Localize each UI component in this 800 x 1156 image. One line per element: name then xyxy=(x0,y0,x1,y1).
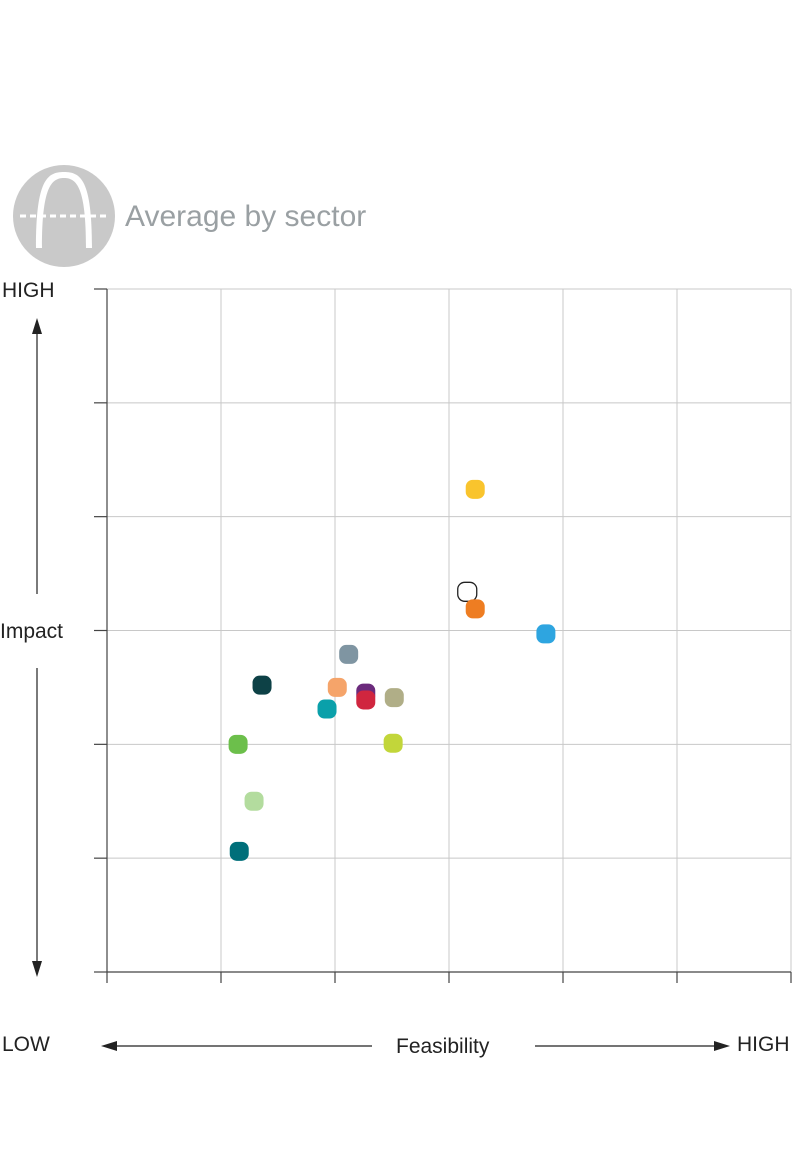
x-high-label: HIGH xyxy=(737,1033,790,1056)
data-point xyxy=(317,699,337,719)
chart-title: Average by sector xyxy=(125,200,366,233)
data-point xyxy=(244,791,264,811)
data-point xyxy=(229,841,249,861)
data-point xyxy=(383,733,403,753)
data-point xyxy=(339,644,359,664)
data-point xyxy=(356,690,376,710)
data-point xyxy=(465,599,485,619)
data-point xyxy=(465,479,485,499)
data-point xyxy=(457,581,478,602)
x-axis-arrow xyxy=(101,1041,730,1051)
data-point xyxy=(536,624,556,644)
data-point xyxy=(228,734,248,754)
data-point xyxy=(384,688,404,708)
plot-grid xyxy=(94,288,792,983)
x-axis-label: Feasibility xyxy=(396,1035,490,1058)
y-high-label: HIGH xyxy=(2,279,55,302)
data-point xyxy=(252,675,272,695)
y-axis-label: Impact xyxy=(0,620,63,643)
y-axis-arrow xyxy=(32,318,42,977)
data-points xyxy=(228,479,556,861)
data-point xyxy=(327,677,347,697)
arch-icon xyxy=(13,165,115,267)
x-low-label: LOW xyxy=(2,1033,50,1056)
